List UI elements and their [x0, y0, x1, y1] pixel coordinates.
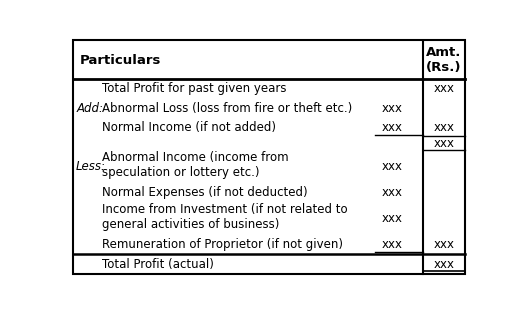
Text: xxx: xxx — [433, 137, 454, 151]
Text: xxx: xxx — [381, 186, 402, 199]
Text: Abnormal Loss (loss from fire or theft etc.): Abnormal Loss (loss from fire or theft e… — [102, 102, 353, 115]
Text: xxx: xxx — [381, 160, 402, 173]
Text: Normal Expenses (if not deducted): Normal Expenses (if not deducted) — [102, 186, 308, 199]
Text: xxx: xxx — [433, 82, 454, 95]
Text: Normal Income (if not added): Normal Income (if not added) — [102, 121, 276, 134]
Text: Abnormal Income (income from
speculation or lottery etc.): Abnormal Income (income from speculation… — [102, 151, 289, 179]
Text: Total Profit for past given years: Total Profit for past given years — [102, 82, 287, 95]
Text: xxx: xxx — [433, 121, 454, 134]
Text: Income from Investment (if not related to
general activities of business): Income from Investment (if not related t… — [102, 203, 348, 231]
Text: xxx: xxx — [433, 238, 454, 251]
Text: Remuneration of Proprietor (if not given): Remuneration of Proprietor (if not given… — [102, 238, 343, 251]
Text: xxx: xxx — [433, 258, 454, 271]
Text: Total Profit (actual): Total Profit (actual) — [102, 258, 214, 271]
Text: Add:: Add: — [76, 102, 103, 115]
Text: xxx: xxx — [381, 102, 402, 115]
Text: xxx: xxx — [381, 212, 402, 225]
Text: Less:: Less: — [76, 160, 106, 173]
Text: Amt.
(Rs.): Amt. (Rs.) — [426, 46, 461, 74]
Text: xxx: xxx — [381, 238, 402, 251]
Text: Particulars: Particulars — [79, 54, 161, 67]
Text: xxx: xxx — [381, 121, 402, 134]
